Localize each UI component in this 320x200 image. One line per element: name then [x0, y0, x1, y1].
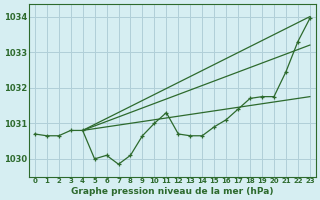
X-axis label: Graphe pression niveau de la mer (hPa): Graphe pression niveau de la mer (hPa)	[71, 187, 274, 196]
